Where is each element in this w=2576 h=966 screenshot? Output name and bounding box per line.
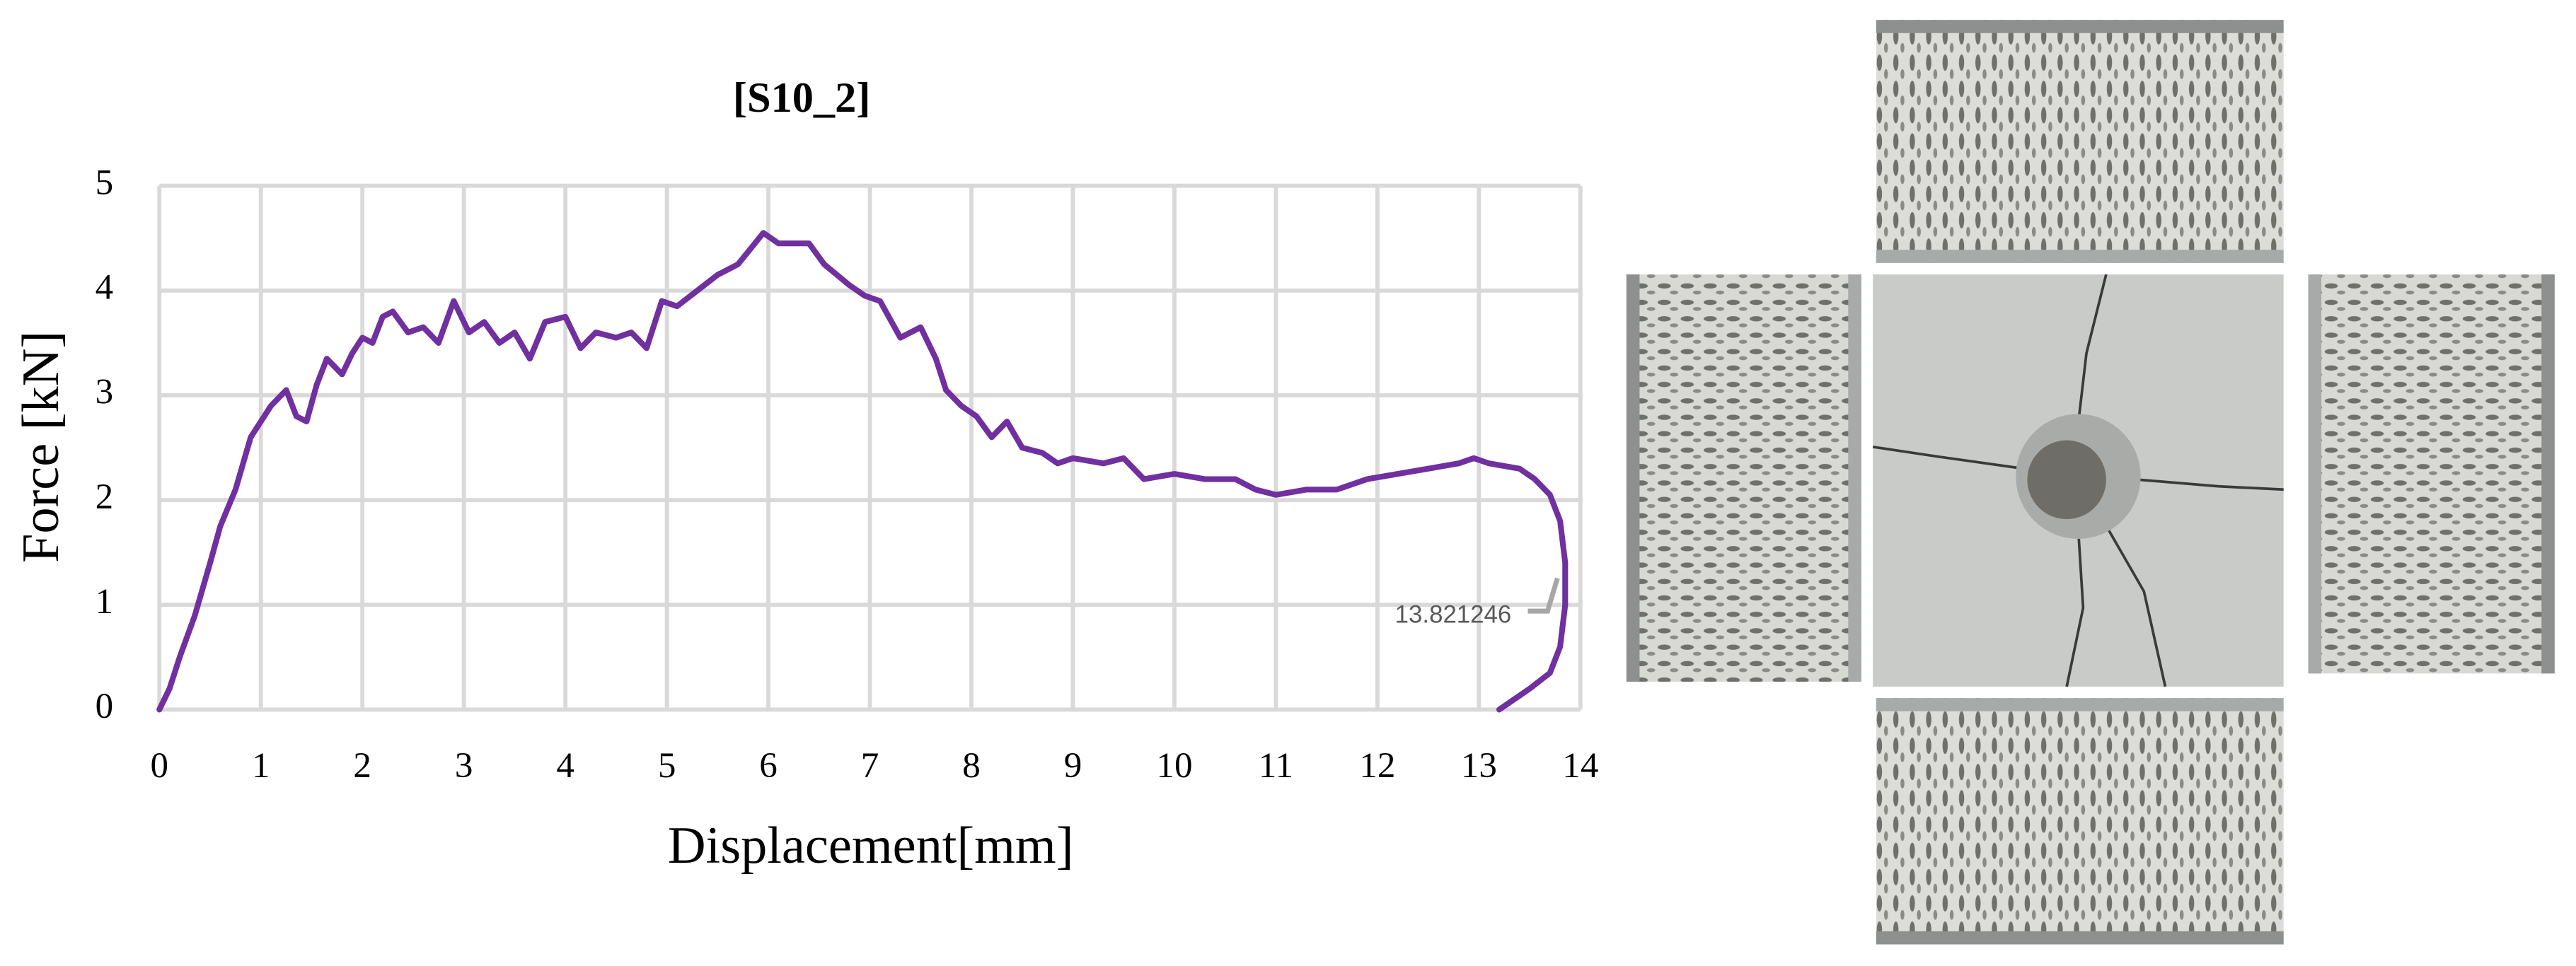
- y-tick-label: 1: [96, 581, 114, 622]
- x-tick-label: 1: [252, 745, 270, 786]
- top-plate: [1876, 250, 2284, 263]
- y-tick-label: 5: [96, 162, 114, 202]
- impact-core: [2027, 440, 2106, 520]
- x-tick-label: 14: [1562, 745, 1598, 786]
- x-tick-label: 9: [1064, 745, 1082, 786]
- y-axis-label: Force [kN]: [12, 331, 70, 563]
- y-tick-label: 3: [96, 372, 114, 412]
- x-tick-label: 3: [455, 745, 473, 786]
- left-block: [1626, 274, 1861, 682]
- bottom-block: [1876, 698, 2284, 945]
- right-plate: [2308, 274, 2322, 674]
- x-tick-label: 6: [759, 745, 778, 786]
- y-tick-label: 0: [96, 686, 114, 726]
- x-tick-label: 7: [861, 745, 879, 786]
- x-tick-label: 13: [1461, 745, 1497, 786]
- specimen-photo: [1626, 20, 2555, 945]
- left-plate: [1848, 274, 1861, 682]
- x-tick-label: 5: [658, 745, 676, 786]
- y-tick-label: 2: [96, 477, 114, 517]
- annotation: 13.821246: [1395, 600, 1512, 628]
- cracks: [1872, 274, 2284, 687]
- chart-title: [S10_2]: [733, 74, 871, 122]
- x-tick-label: 2: [353, 745, 371, 786]
- x-tick-label: 4: [556, 745, 574, 786]
- right-block: [2308, 274, 2555, 674]
- x-tick-label: 8: [962, 745, 981, 786]
- x-axis-label: Displacement[mm]: [668, 817, 1074, 875]
- data-line: [156, 230, 1569, 713]
- bottom-plate: [1876, 931, 2284, 945]
- top-block: [1876, 20, 2284, 263]
- x-tick-label: 12: [1359, 745, 1395, 786]
- top-plate: [1876, 20, 2284, 33]
- right-plate: [2541, 274, 2555, 674]
- left-plate: [1626, 274, 1640, 682]
- x-tick-label: 0: [150, 745, 168, 786]
- x-tick-label: 11: [1259, 745, 1293, 786]
- annotation-leader: [1527, 577, 1560, 614]
- y-tick-label: 4: [96, 267, 114, 308]
- x-tick-label: 10: [1156, 745, 1192, 786]
- bottom-plate: [1876, 698, 2284, 711]
